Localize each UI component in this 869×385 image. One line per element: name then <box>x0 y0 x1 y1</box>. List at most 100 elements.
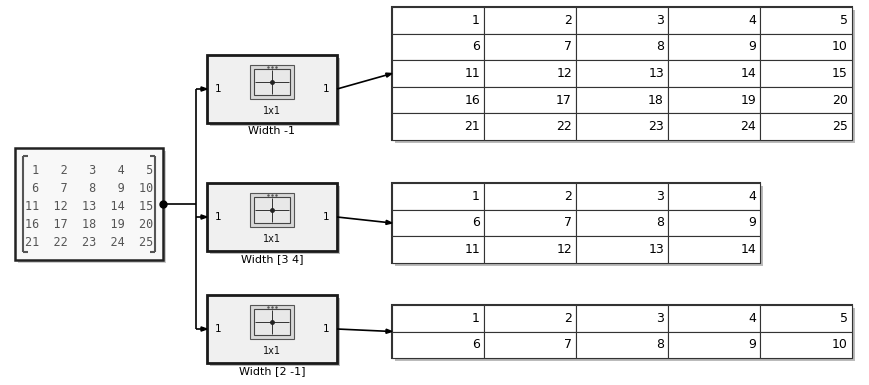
Bar <box>392 331 484 358</box>
Text: 7: 7 <box>564 216 572 229</box>
Bar <box>250 305 294 339</box>
Text: 1: 1 <box>472 14 480 27</box>
Bar <box>668 114 760 140</box>
Bar <box>484 114 576 140</box>
Bar <box>254 197 290 223</box>
Text: 9: 9 <box>748 216 756 229</box>
Text: 1: 1 <box>322 84 329 94</box>
Text: Width [3 4]: Width [3 4] <box>241 254 303 264</box>
Bar <box>668 236 760 263</box>
Polygon shape <box>386 220 392 224</box>
Bar <box>254 309 290 335</box>
Bar <box>668 331 760 358</box>
Text: 3: 3 <box>656 312 664 325</box>
Text: 7: 7 <box>564 40 572 54</box>
Bar <box>576 183 668 210</box>
Bar <box>484 305 576 331</box>
Text: 12: 12 <box>556 243 572 256</box>
Bar <box>484 331 576 358</box>
Text: 15: 15 <box>833 67 848 80</box>
Text: 4: 4 <box>748 14 756 27</box>
Bar <box>760 87 852 114</box>
Bar <box>392 87 484 114</box>
Bar <box>576 305 668 331</box>
Text: 8: 8 <box>656 40 664 54</box>
Bar <box>760 305 852 331</box>
Text: 17: 17 <box>556 94 572 107</box>
Bar <box>250 193 294 227</box>
Text: Width [2 -1]: Width [2 -1] <box>239 366 305 376</box>
Bar <box>18 151 166 263</box>
Bar <box>668 305 760 331</box>
Text: 4: 4 <box>748 312 756 325</box>
Bar <box>668 7 760 33</box>
Bar <box>392 114 484 140</box>
Bar <box>392 7 484 33</box>
Bar <box>484 236 576 263</box>
Bar <box>207 183 337 251</box>
Bar <box>392 210 484 236</box>
Text: 1x1: 1x1 <box>263 234 281 244</box>
Text: 3: 3 <box>656 14 664 27</box>
Bar <box>576 7 668 33</box>
Text: 5: 5 <box>840 312 848 325</box>
Bar <box>668 210 760 236</box>
Bar <box>576 114 668 140</box>
Text: 10: 10 <box>833 40 848 54</box>
Text: 2: 2 <box>564 14 572 27</box>
Text: 11  12  13  14  15: 11 12 13 14 15 <box>25 201 153 214</box>
Bar <box>207 295 337 363</box>
Text: 16: 16 <box>464 94 480 107</box>
Bar <box>760 331 852 358</box>
Bar <box>576 87 668 114</box>
Text: 3: 3 <box>656 190 664 203</box>
Bar <box>210 298 340 366</box>
Bar <box>484 33 576 60</box>
Text: 1   2   3   4   5: 1 2 3 4 5 <box>25 164 153 177</box>
Text: 20: 20 <box>833 94 848 107</box>
Text: 23: 23 <box>648 120 664 133</box>
Text: 22: 22 <box>556 120 572 133</box>
Bar <box>395 186 763 266</box>
Text: 4: 4 <box>748 190 756 203</box>
Bar <box>668 60 760 87</box>
Bar <box>392 236 484 263</box>
Text: 9: 9 <box>748 338 756 351</box>
Bar <box>668 87 760 114</box>
Text: 21  22  23  24  25: 21 22 23 24 25 <box>25 236 153 249</box>
Text: 13: 13 <box>648 243 664 256</box>
Bar <box>576 236 668 263</box>
Text: 6: 6 <box>472 216 480 229</box>
Text: 8: 8 <box>656 216 664 229</box>
Bar <box>250 65 294 99</box>
Bar <box>392 7 852 140</box>
Text: 1: 1 <box>215 212 222 222</box>
Polygon shape <box>201 215 207 219</box>
Text: 1: 1 <box>322 324 329 334</box>
Text: 7: 7 <box>564 338 572 351</box>
Bar <box>392 305 484 331</box>
Text: 1: 1 <box>215 84 222 94</box>
Text: 12: 12 <box>556 67 572 80</box>
Bar <box>576 60 668 87</box>
Text: 5: 5 <box>840 14 848 27</box>
Bar <box>484 210 576 236</box>
Bar <box>392 305 852 358</box>
Text: 13: 13 <box>648 67 664 80</box>
Text: 6: 6 <box>472 338 480 351</box>
Bar <box>760 33 852 60</box>
Text: 1: 1 <box>322 212 329 222</box>
Bar <box>760 114 852 140</box>
Text: 16  17  18  19  20: 16 17 18 19 20 <box>25 219 153 231</box>
Text: 6: 6 <box>472 40 480 54</box>
Bar <box>576 210 668 236</box>
Text: 1: 1 <box>472 312 480 325</box>
Bar <box>484 183 576 210</box>
Bar <box>207 55 337 123</box>
Text: 14: 14 <box>740 67 756 80</box>
Text: 1: 1 <box>215 324 222 334</box>
Polygon shape <box>201 327 207 331</box>
Text: 19: 19 <box>740 94 756 107</box>
Bar <box>668 33 760 60</box>
Bar <box>484 60 576 87</box>
